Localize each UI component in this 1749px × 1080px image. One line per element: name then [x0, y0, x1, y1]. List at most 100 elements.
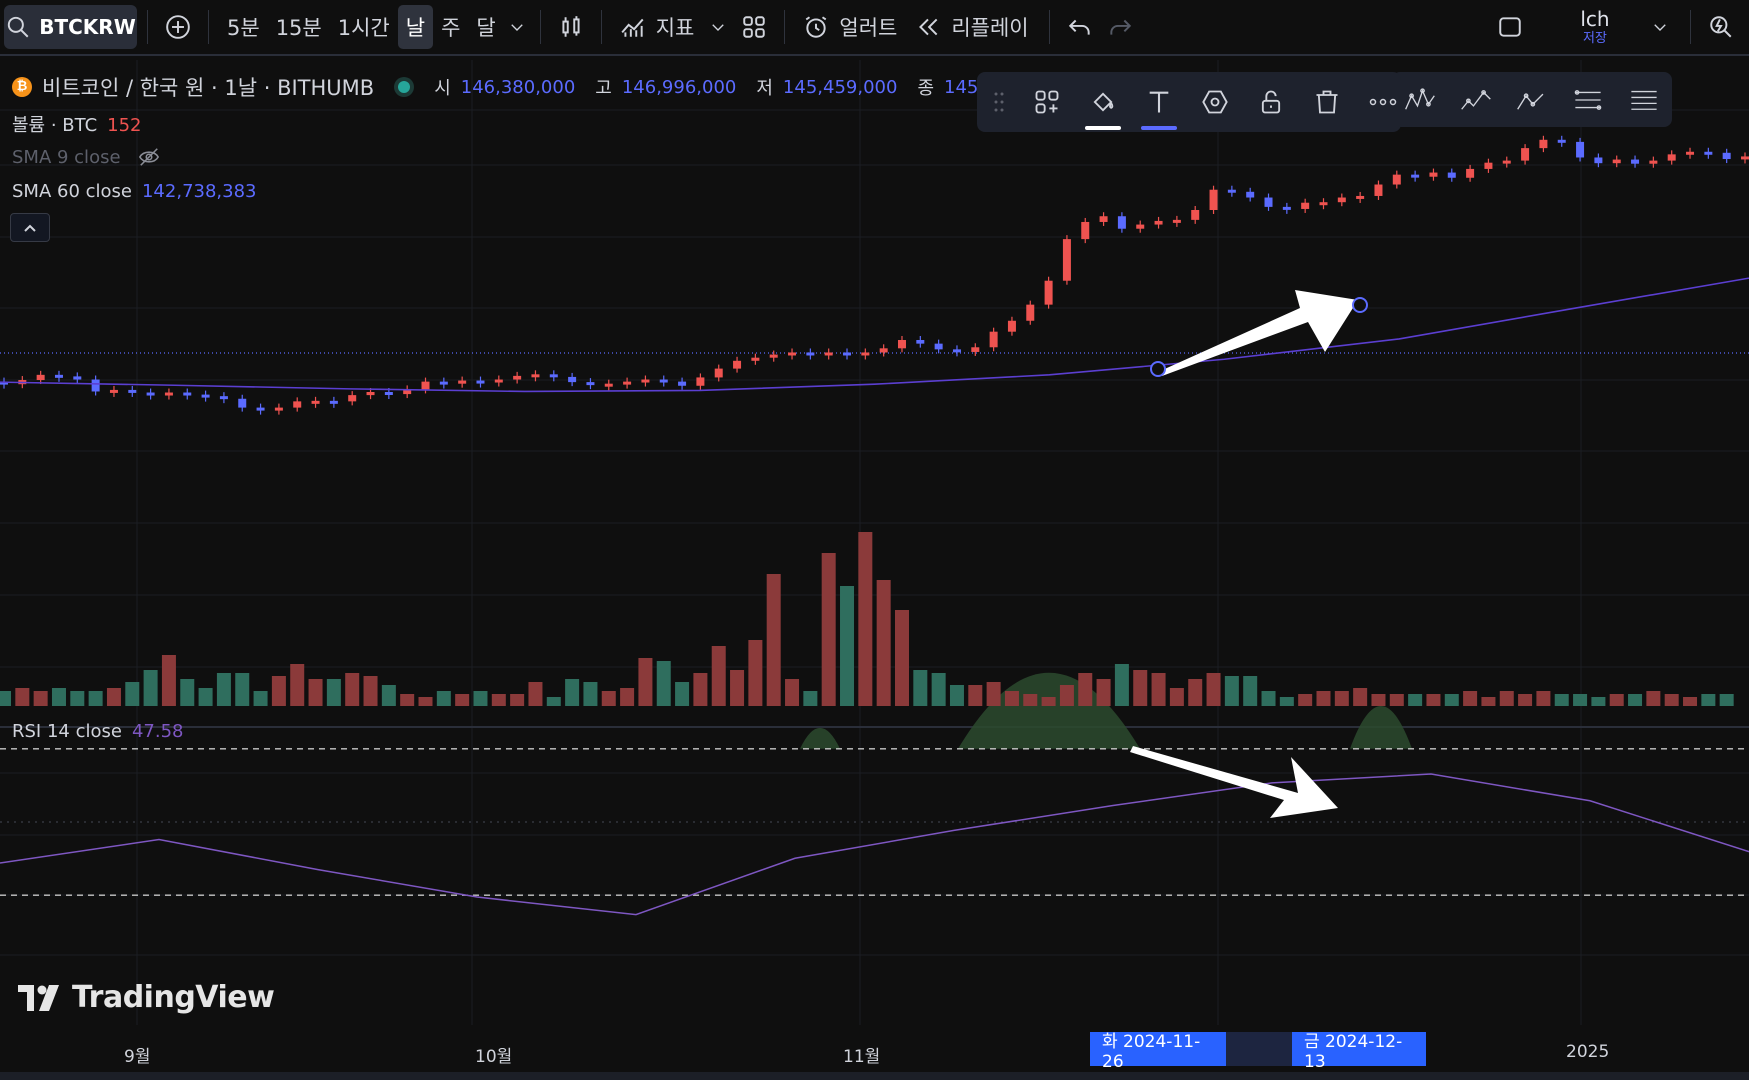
add-widget-icon [1035, 90, 1059, 114]
interval-15m[interactable]: 15분 [275, 16, 322, 40]
quick-search-button[interactable] [1701, 5, 1741, 49]
candle-body [696, 377, 705, 386]
volume-label: 볼륨 · BTC [12, 115, 98, 136]
lock-button[interactable] [1255, 86, 1287, 118]
interval-1h[interactable]: 1시간 [337, 16, 390, 40]
candle-body [678, 381, 687, 386]
undo-button[interactable] [1060, 5, 1100, 49]
chart-type-button[interactable] [551, 5, 591, 49]
rsi-legend[interactable]: RSI 14 close 47.58 [12, 721, 183, 742]
undo-icon [1068, 19, 1090, 35]
replay-label: 리플레이 [951, 16, 1029, 40]
symbol-search-button[interactable]: BTCKRW [4, 5, 137, 49]
candle-body [586, 382, 595, 386]
pattern-tool-3[interactable] [1516, 84, 1548, 116]
more-dots-icon [1369, 98, 1397, 106]
redo-button[interactable] [1100, 5, 1140, 49]
candle-body [623, 381, 632, 385]
alert-button[interactable]: 얼러트 [795, 5, 905, 49]
replay-button[interactable]: 리플레이 [905, 5, 1038, 49]
volume-bar [803, 691, 818, 706]
text-button[interactable] [1141, 86, 1177, 130]
candle-body [1649, 160, 1658, 164]
candle-body [549, 374, 558, 378]
interval-1mo[interactable]: 달 [476, 16, 496, 40]
arrow-price [1158, 290, 1358, 376]
volume-bar [638, 658, 653, 706]
pattern-tool-5[interactable] [1628, 84, 1660, 116]
eye-off-icon[interactable] [137, 146, 161, 168]
candle-body [146, 392, 155, 396]
candle-body [421, 381, 430, 390]
chevron-down-icon [511, 24, 523, 31]
abc-pattern-icon [1517, 92, 1544, 110]
interval-5m[interactable]: 5분 [227, 16, 260, 40]
indicators-dropdown[interactable] [702, 5, 734, 49]
volume-bar [308, 679, 323, 706]
volume-bar [1316, 691, 1331, 706]
volume-bar [1114, 664, 1129, 706]
candle-body [1026, 304, 1035, 321]
candle-body [1319, 202, 1328, 206]
drag-handle[interactable] [991, 86, 1007, 118]
volume-bar [125, 682, 140, 706]
indicators-button[interactable]: 지표 [612, 5, 703, 49]
layouts-button[interactable] [734, 5, 774, 49]
candle-body [54, 374, 63, 378]
candle-body [1172, 219, 1181, 223]
candle-body [1539, 139, 1548, 149]
rsi-fill-region [958, 672, 1140, 749]
volume-bar [1389, 694, 1404, 706]
compare-symbol-button[interactable] [158, 5, 198, 49]
fullscreen-button[interactable] [1490, 5, 1530, 49]
interval-1d[interactable]: 날 [397, 5, 434, 49]
volume-bar [601, 691, 616, 706]
color-button[interactable] [1085, 86, 1121, 130]
symbol-title[interactable]: 비트코인 / 한국 원 · 1날 · BITHUMB [42, 76, 375, 100]
volume-bar [290, 664, 305, 706]
arrow-handle-start [1150, 361, 1166, 377]
candle-body [1741, 156, 1749, 160]
candle-body [366, 392, 375, 396]
pattern-tool-4[interactable] [1572, 84, 1604, 116]
candle-body [311, 400, 320, 404]
volume-bar [1243, 676, 1258, 706]
alert-label: 얼러트 [839, 16, 898, 40]
delete-button[interactable] [1311, 86, 1343, 118]
toolbar-divider [208, 10, 209, 44]
layout-save-button[interactable]: lch 저장 [1550, 5, 1640, 49]
layout-dropdown[interactable] [1640, 5, 1680, 49]
candle-body [1704, 151, 1713, 155]
volume-value: 152 [107, 115, 142, 136]
volume-bar [565, 679, 580, 706]
sma9-legend[interactable]: SMA 9 close [12, 146, 161, 168]
volume-bar [1059, 685, 1074, 706]
interval-dropdown[interactable] [504, 5, 530, 49]
drawing-templates-toolbar [1392, 72, 1672, 127]
sma60-legend[interactable]: SMA 60 close 142,738,383 [12, 181, 257, 202]
volume-bar [1261, 691, 1276, 706]
rsi-value: 47.58 [131, 721, 184, 742]
high-value: 146,996,000 [621, 76, 737, 98]
drawing-arrows[interactable] [1130, 290, 1368, 818]
candle-body [568, 376, 577, 383]
collapse-legend-button[interactable] [10, 213, 50, 242]
interval-1w[interactable]: 주 [441, 16, 461, 40]
volume-bar [345, 673, 360, 706]
more-button[interactable] [1367, 86, 1399, 118]
volume-bar [656, 661, 671, 706]
candle-body [183, 392, 192, 396]
volume-bar [271, 676, 286, 706]
volume-legend[interactable]: 볼륨 · BTC 152 [12, 111, 142, 137]
candle-body [1429, 172, 1438, 177]
pattern-tool-2[interactable] [1460, 84, 1492, 116]
volume-bar [1206, 673, 1221, 706]
volume-bar [876, 580, 891, 706]
settings-button[interactable] [1199, 86, 1231, 118]
candles [0, 135, 1749, 415]
watermark-text: TradingView [72, 980, 275, 1015]
sma60-label: SMA 60 close [12, 181, 132, 202]
pattern-tool-1[interactable] [1404, 84, 1436, 116]
add-template-button[interactable] [1031, 86, 1063, 118]
